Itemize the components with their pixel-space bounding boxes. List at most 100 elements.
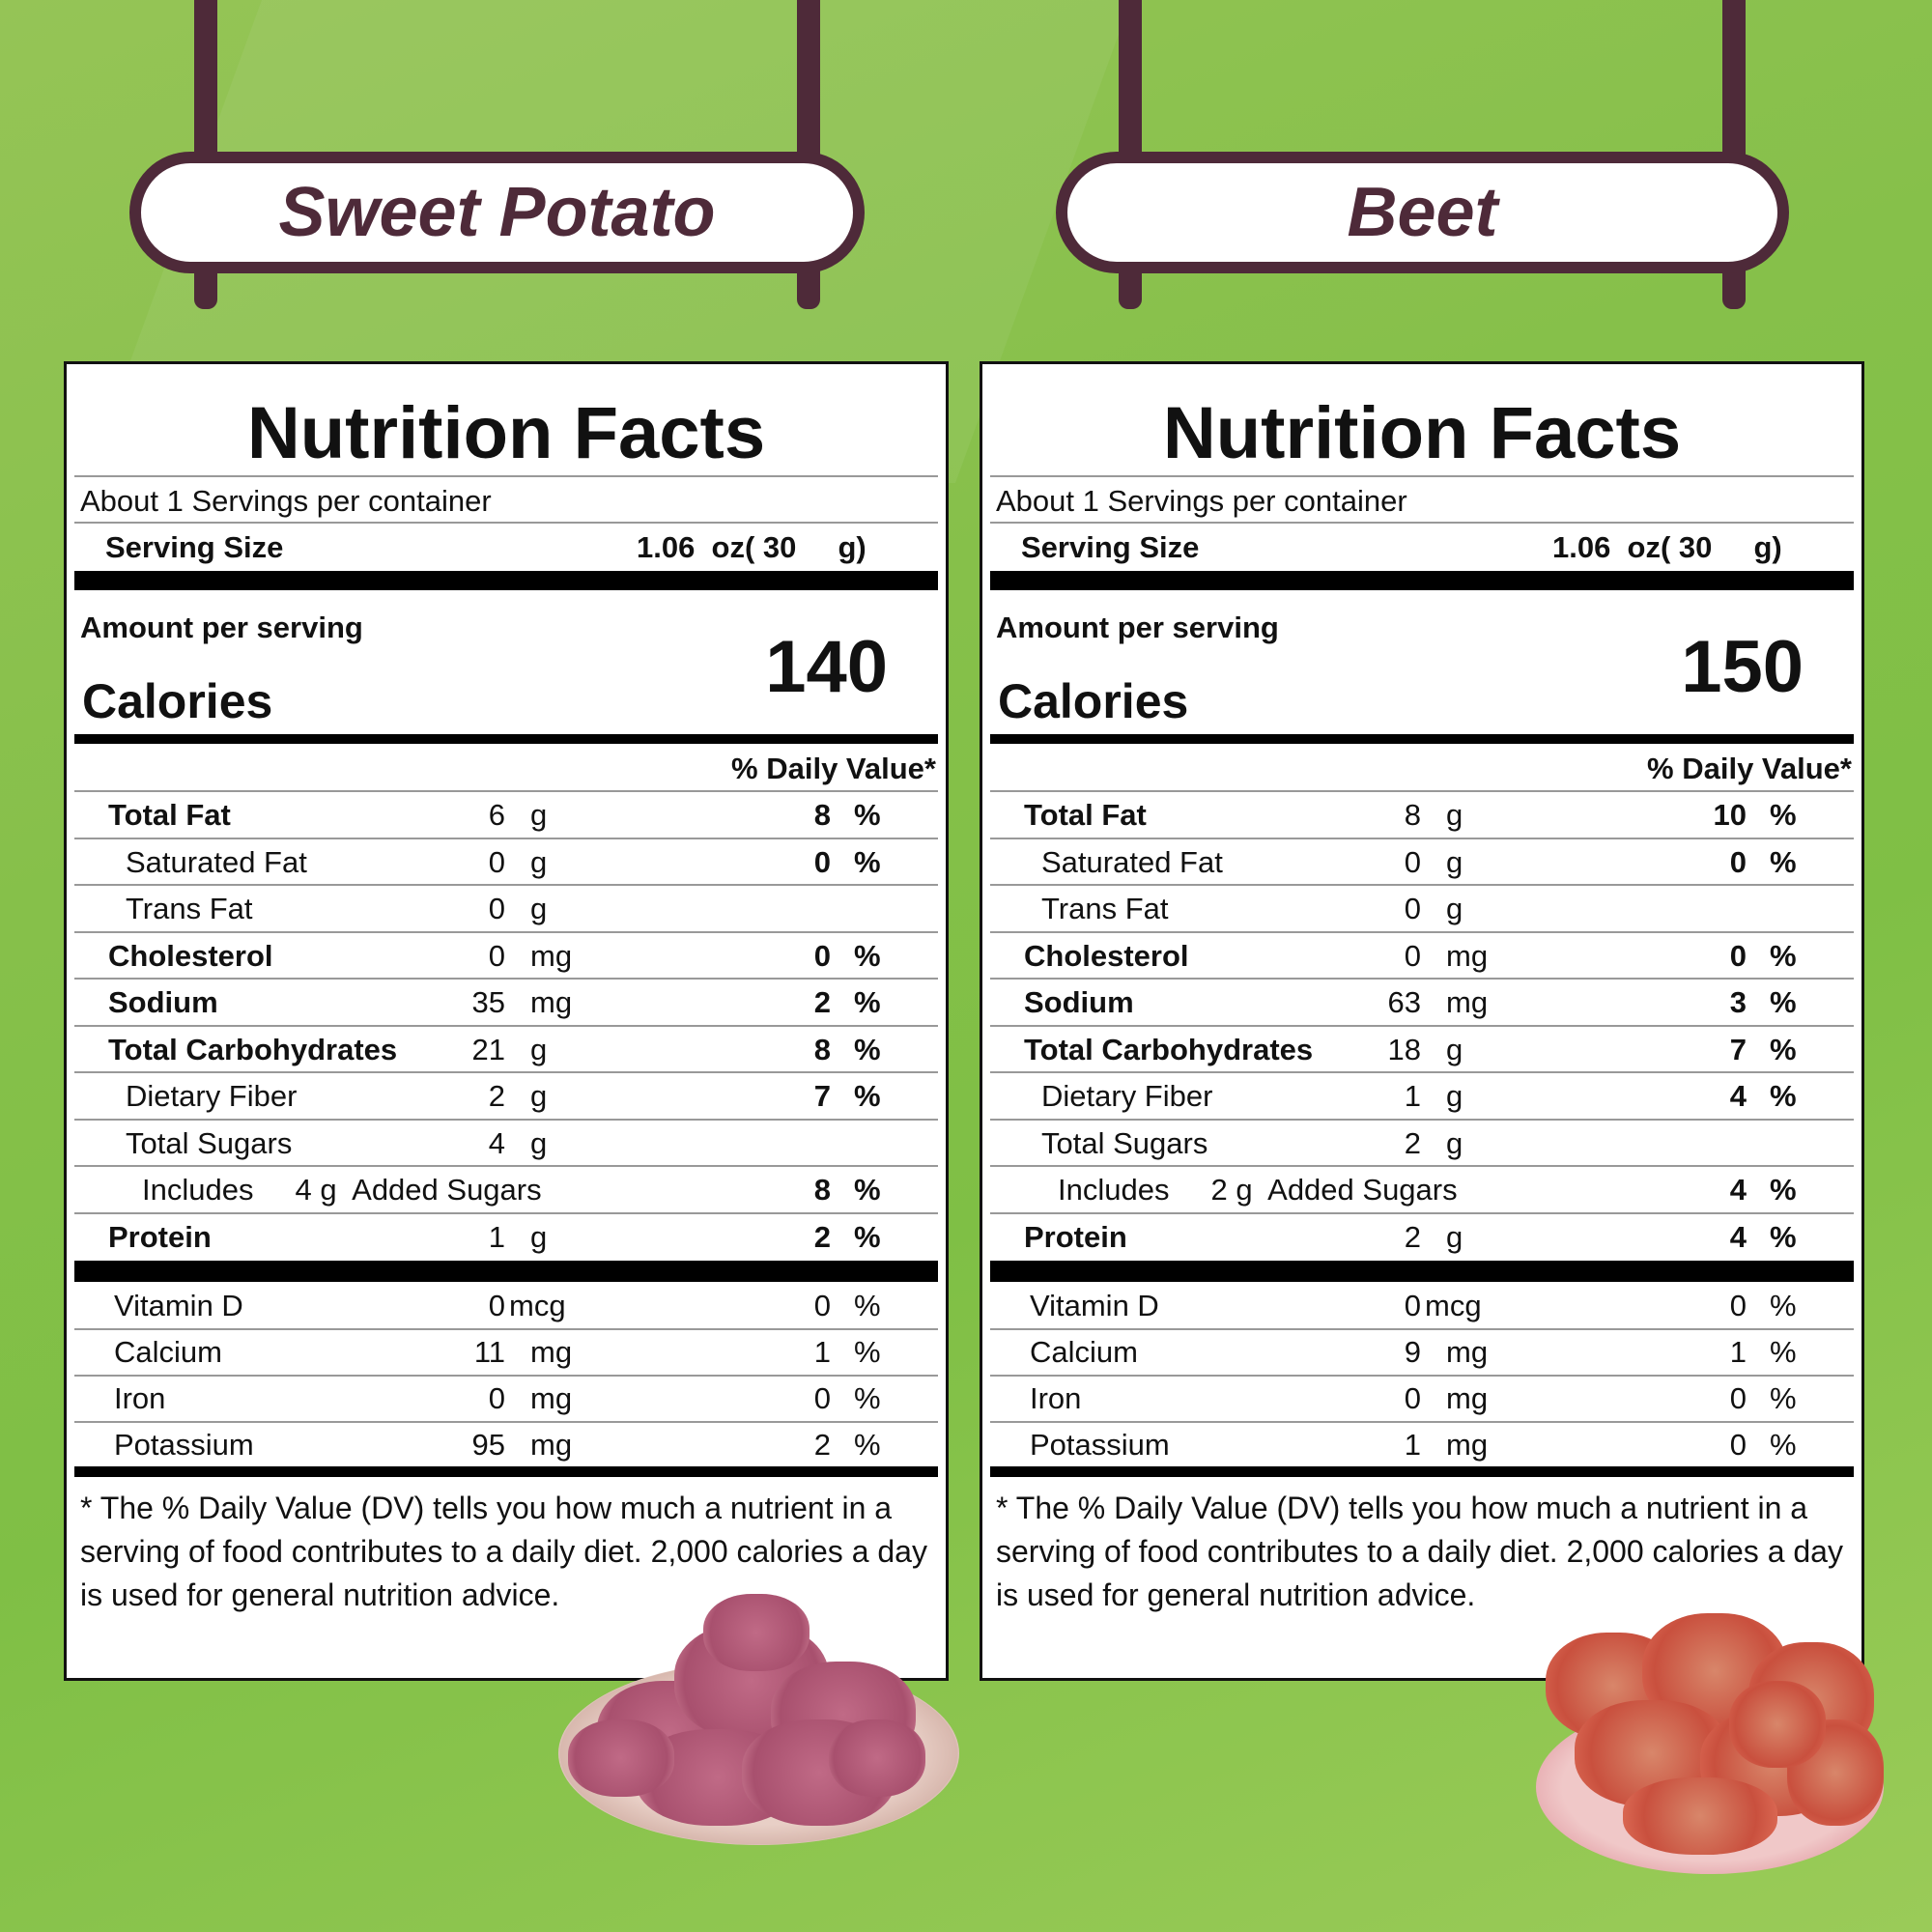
daily-value-percent: 2 (813, 985, 831, 1019)
servings-per-container: About 1 Servings per container (996, 484, 1407, 518)
nutrient-amount: 0 (1404, 892, 1421, 925)
daily-value-percent: 8 (813, 1032, 831, 1066)
divider (990, 1375, 1854, 1377)
divider (990, 1328, 1854, 1330)
nutrient-label: Calcium (1030, 1335, 1138, 1369)
medium-divider (74, 1466, 938, 1477)
nutrient-label: Dietary Fiber (126, 1079, 298, 1113)
daily-value-percent: 0 (1729, 1289, 1747, 1322)
nutrient-unit: g (1446, 1079, 1463, 1113)
percent-sign: % (854, 1428, 881, 1462)
nutrient-unit: g (1446, 1032, 1463, 1066)
percent-sign: % (1770, 985, 1797, 1019)
nutrient-label: Iron (1030, 1381, 1082, 1415)
daily-value-percent: 7 (813, 1079, 831, 1113)
divider (74, 475, 938, 477)
divider (74, 1024, 938, 1027)
daily-value-percent: 1 (813, 1335, 831, 1369)
nutrient-label: Protein (1024, 1219, 1127, 1254)
nutrient-amount: 0 (488, 938, 505, 973)
amount-per-serving: Amount per serving (80, 611, 363, 644)
nutrient-label: Vitamin D (114, 1289, 243, 1322)
nutrient-unit: g (1446, 844, 1463, 879)
thick-divider (74, 571, 938, 590)
thick-divider (990, 1261, 1854, 1282)
percent-sign: % (1770, 1428, 1797, 1462)
nutrient-label: Iron (114, 1381, 166, 1415)
divider (990, 837, 1854, 839)
divider (74, 1211, 938, 1214)
divider (74, 522, 938, 524)
divider (990, 884, 1854, 886)
nutrient-label: Saturated Fat (126, 844, 307, 879)
daily-value-percent: 10 (1713, 798, 1747, 832)
nutrient-unit: g (530, 1125, 548, 1160)
nutrient-label: Vitamin D (1030, 1289, 1159, 1322)
label-title: Nutrition Facts (1162, 392, 1682, 474)
divider (74, 1118, 938, 1121)
chip (1623, 1777, 1777, 1855)
nutrient-label: Trans Fat (126, 892, 253, 925)
percent-sign: % (1770, 798, 1797, 832)
nutrient-unit: g (1446, 798, 1463, 832)
nutrient-label: Potassium (114, 1428, 254, 1462)
daily-value-percent: 4 (1729, 1219, 1747, 1254)
daily-value-header: % Daily Value* (731, 752, 936, 785)
nutrient-unit: mcg (509, 1289, 566, 1322)
divider (74, 884, 938, 886)
sweet-potato-nutrition-label: Nutrition Facts About 1 Servings per cont… (64, 361, 949, 1681)
nutrient-amount: 8 (1404, 798, 1421, 832)
daily-value-percent: 4 (1729, 1173, 1747, 1207)
amount-per-serving: Amount per serving (996, 611, 1279, 644)
servings-per-container: About 1 Servings per container (80, 484, 492, 518)
divider (990, 1211, 1854, 1214)
nutrient-label: Cholesterol (108, 938, 273, 973)
percent-sign: % (1770, 938, 1797, 973)
divider (990, 1165, 1854, 1167)
percent-sign: % (854, 1289, 881, 1322)
percent-sign: % (1770, 1173, 1797, 1207)
nutrient-amount: 4 (488, 1125, 505, 1160)
serving-size-value: 1.06 oz( 30 g) (637, 530, 867, 564)
daily-value-percent: 0 (813, 938, 831, 973)
nutrient-unit: g (530, 1079, 548, 1113)
daily-value-percent: 0 (1729, 1381, 1747, 1415)
percent-sign: % (1770, 1381, 1797, 1415)
nutrient-unit: mg (1446, 1381, 1489, 1415)
nutrient-label: Cholesterol (1024, 938, 1189, 973)
nutrient-unit: mg (530, 1335, 573, 1369)
nutrient-label: Saturated Fat (1041, 844, 1223, 879)
nutrient-label: Total Fat (1024, 798, 1147, 832)
nutrient-label: Includes 2 g Added Sugars (1058, 1173, 1458, 1207)
nutrient-unit: mg (530, 1381, 573, 1415)
nutrient-unit: g (530, 1219, 548, 1254)
nutrient-amount: 2 (1404, 1219, 1421, 1254)
daily-value-percent: 0 (1729, 844, 1747, 879)
divider (990, 522, 1854, 524)
nutrient-unit: g (530, 844, 548, 879)
nutrient-amount: 1 (1404, 1428, 1421, 1462)
divider (990, 1071, 1854, 1073)
nutrient-unit: g (530, 798, 548, 832)
nutrient-label: Potassium (1030, 1428, 1170, 1462)
daily-value-percent: 0 (1729, 938, 1747, 973)
chip (703, 1594, 810, 1671)
nutrient-unit: mg (1446, 938, 1489, 973)
nutrient-amount: 0 (488, 892, 505, 925)
nutrient-unit: mg (1446, 1335, 1489, 1369)
percent-sign: % (854, 1079, 881, 1113)
nutrient-amount: 0 (1404, 844, 1421, 879)
divider (990, 790, 1854, 792)
daily-value-percent: 8 (813, 1173, 831, 1207)
thick-divider (990, 571, 1854, 590)
nutrient-unit: g (530, 892, 548, 925)
beet-nutrition-label: Nutrition Facts About 1 Servings per cont… (980, 361, 1864, 1681)
nutrient-unit: mg (530, 1428, 573, 1462)
nutrient-label: Sodium (108, 985, 218, 1019)
nutrient-amount: 0 (488, 1381, 505, 1415)
nutrient-amount: 2 (1404, 1125, 1421, 1160)
chip (1729, 1681, 1826, 1768)
percent-sign: % (1770, 1289, 1797, 1322)
chip (568, 1719, 674, 1797)
nutrient-label: Includes 4 g Added Sugars (142, 1173, 542, 1207)
